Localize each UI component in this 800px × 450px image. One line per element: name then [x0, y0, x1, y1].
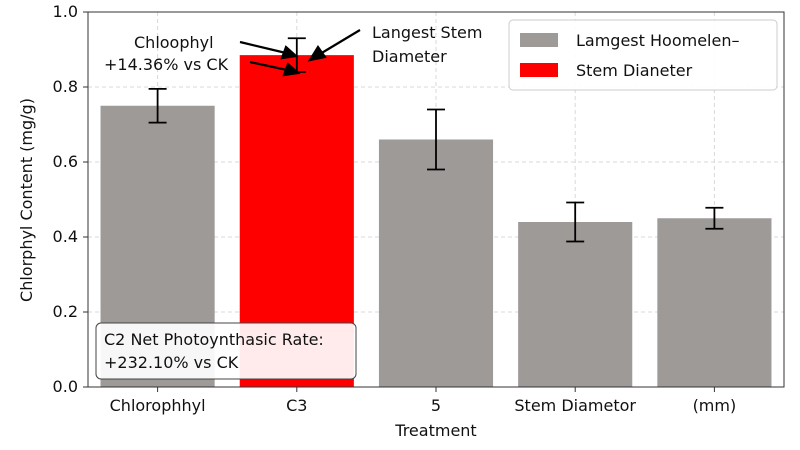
- legend-label-red: Stem Dianeter: [576, 61, 693, 80]
- x-axis-title: Treatment: [394, 421, 476, 440]
- y-tick-label: 0.0: [53, 377, 78, 396]
- annotation-stem-line1: Langest Stem: [372, 23, 482, 42]
- error-bars: [148, 37, 724, 243]
- x-tick-label-3: Stem Diametor: [514, 396, 636, 415]
- x-tick-label-2: 5: [431, 396, 441, 415]
- annotation-box-line2: +232.10% vs CK: [104, 353, 239, 372]
- annotation-chlorophyll-line2: +14.36% vs CK: [104, 55, 229, 74]
- y-tick-label: 1.0: [53, 2, 78, 21]
- x-tick-label-4: (mm): [693, 396, 737, 415]
- annotation-stem-line2: Diameter: [372, 47, 447, 66]
- arrow-to-c3-mid: [249, 60, 288, 72]
- annotation-box: C2 Net Photoynthasic Rate: +232.10% vs C…: [95, 322, 357, 380]
- arrow-head-c3-top: [280, 45, 299, 60]
- annotation-box-frame: [95, 322, 357, 380]
- arrow-from-stem: [319, 29, 361, 55]
- x-axis: Chlorophhyl C3 5 Stem Diametor (mm): [110, 387, 737, 415]
- y-axis: 0.0 0.2 0.4 0.6 0.8 1.0: [53, 2, 88, 396]
- legend-swatch-red: [520, 63, 558, 77]
- y-tick-label: 0.8: [53, 77, 78, 96]
- y-tick-label: 0.4: [53, 227, 78, 246]
- legend-label-gray: Lamgest Hoomelen–: [576, 31, 739, 50]
- bar-4: [657, 218, 772, 387]
- bar-2: [378, 139, 494, 387]
- x-tick-label-0: Chlorophhyl: [110, 396, 206, 415]
- x-tick-label-1: C3: [286, 396, 307, 415]
- y-axis-title: Chlorphyl Content (mg/g): [17, 98, 36, 302]
- arrow-head-c3-mid: [282, 62, 301, 77]
- legend-box: [508, 19, 778, 91]
- legend: Lamgest Hoomelen– Stem Dianeter: [508, 19, 778, 91]
- y-tick-label: 0.2: [53, 302, 78, 321]
- bars: [100, 55, 772, 387]
- legend-swatch-gray: [520, 33, 558, 47]
- arrow-head-stem: [307, 44, 327, 62]
- arrow-to-c3-top: [239, 40, 287, 55]
- bar-3: [518, 222, 633, 387]
- annotation-arrows: [239, 29, 361, 77]
- annotation-box-line1: C2 Net Photoynthasic Rate:: [104, 330, 324, 349]
- y-tick-label: 0.6: [53, 152, 78, 171]
- annotation-chlorophyll-line1: Chloophyl: [134, 33, 214, 52]
